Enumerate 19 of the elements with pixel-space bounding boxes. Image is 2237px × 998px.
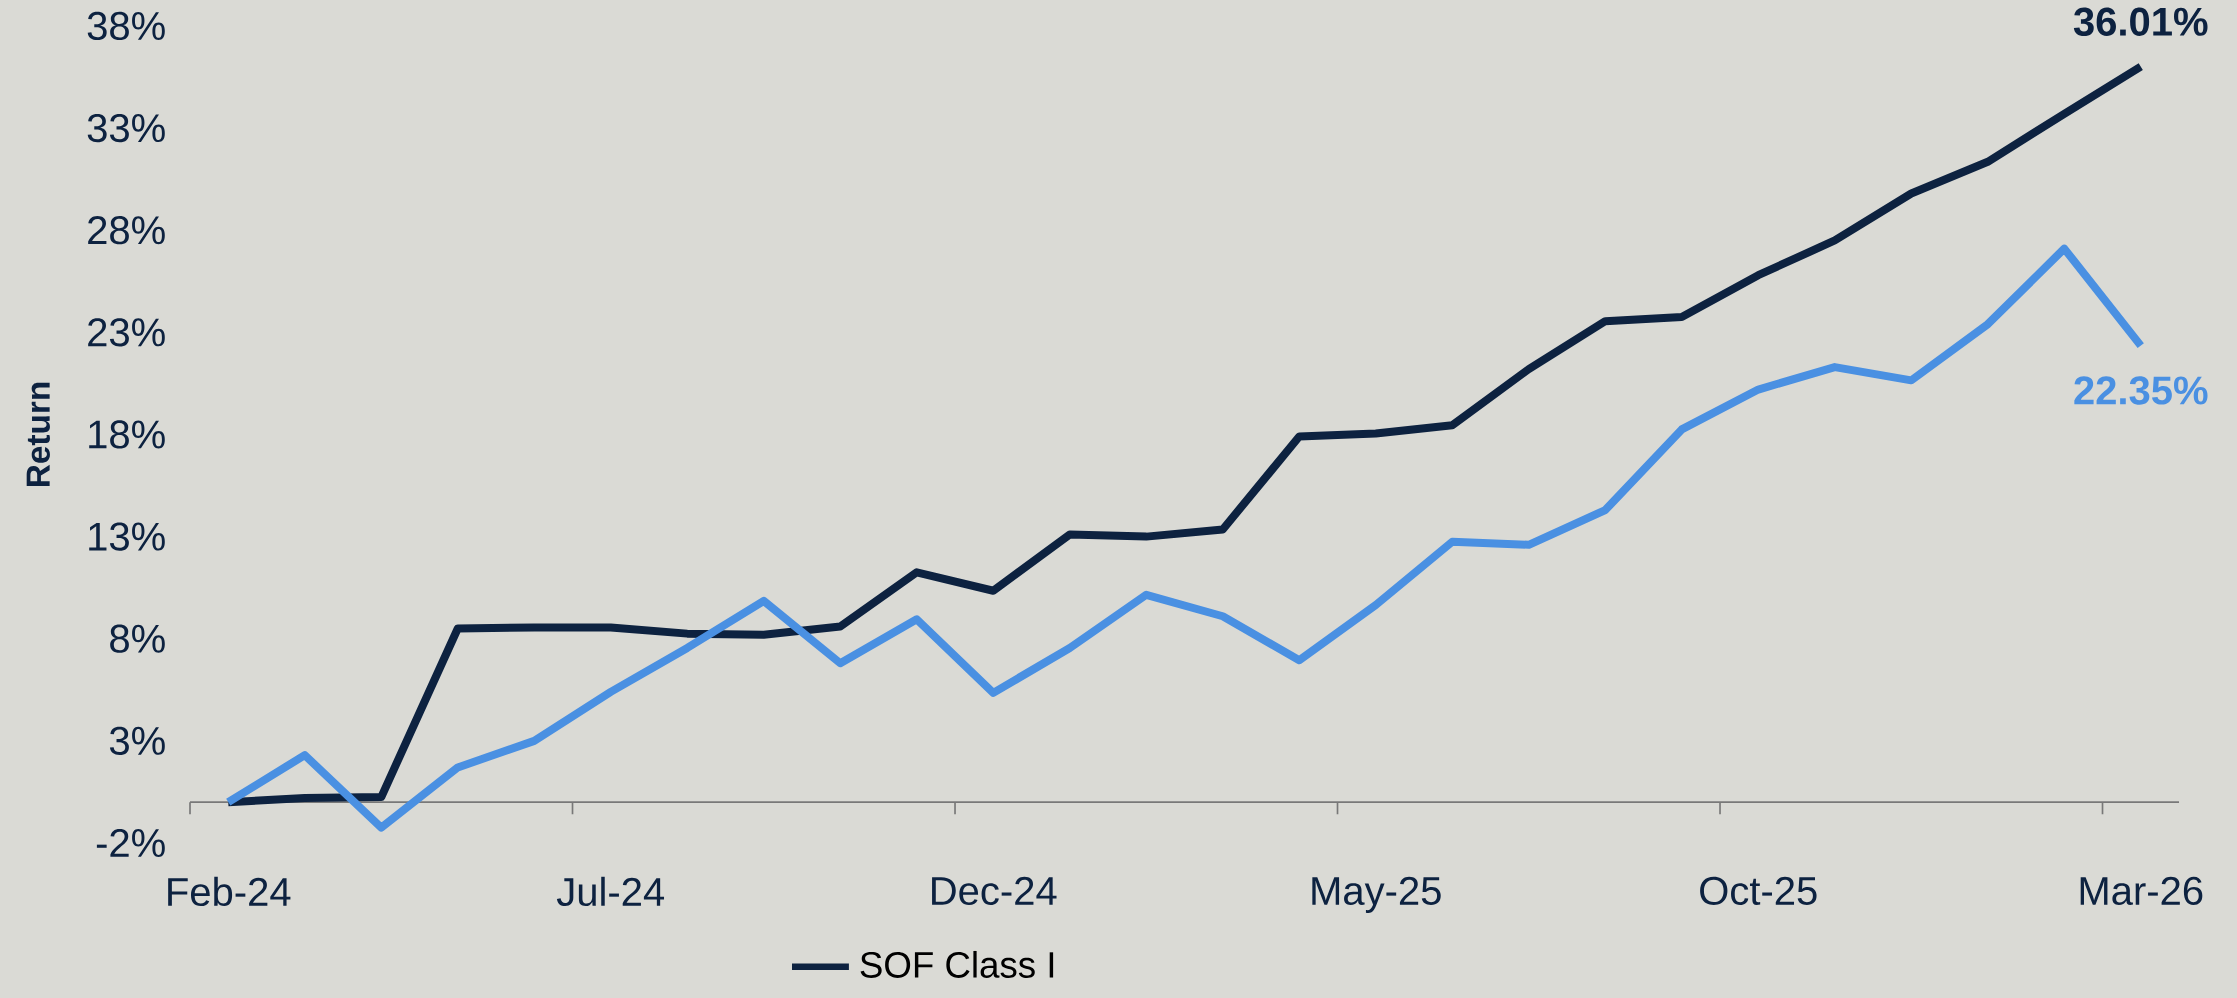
x-tick-label: Mar-26	[2080, 876, 2203, 906]
y-tick-label: 23%	[88, 318, 165, 347]
y-tick-label: 33%	[87, 113, 165, 143]
legend-label: SOF Class I	[860, 950, 1054, 978]
y-tick-label: 38%	[87, 11, 165, 41]
data-label: 36.01%	[2073, 7, 2208, 36]
x-tick-label: Oct-25	[1700, 876, 1817, 906]
y-tick-label: 13%	[89, 522, 165, 551]
y-tick-label: 18%	[89, 420, 165, 449]
y-tick-label: 28%	[88, 216, 165, 245]
y-tick-label: -2%	[96, 828, 165, 858]
data-label: 22.35%	[2074, 376, 2208, 405]
y-axis-title: Return	[26, 382, 50, 486]
x-tick-label: Dec-24	[932, 876, 1057, 906]
y-tick-label: 3%	[109, 726, 165, 755]
x-tick-label: Feb-24	[168, 876, 291, 907]
x-tick-label: May-25	[1312, 876, 1441, 913]
x-tick-label: Jul-24	[556, 876, 665, 907]
y-tick-label: 8%	[110, 624, 165, 653]
